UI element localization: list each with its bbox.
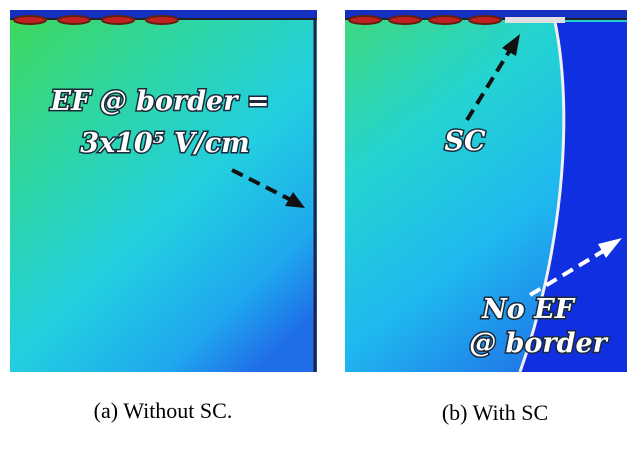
annotation: 3x10⁵ V/cm	[80, 128, 250, 159]
annotation: @ border	[469, 328, 609, 359]
arrow	[465, 48, 512, 122]
arrow-head	[285, 192, 305, 208]
panel-a: EF @ border = 3x10⁵ V/cm (a) Without SC.	[10, 10, 317, 423]
caption: (a) Without SC.	[94, 398, 233, 423]
sc-ring	[505, 17, 565, 23]
electrodes	[13, 15, 179, 25]
panel-b: SC No EF @ border (b) With SC	[345, 10, 627, 425]
depletion-edge	[518, 21, 566, 373]
top-layer	[10, 10, 317, 19]
arrow	[231, 168, 296, 204]
caption: (b) With SC	[442, 400, 548, 425]
annotation: SC	[445, 126, 486, 157]
arrow	[528, 248, 607, 297]
field-map	[10, 10, 317, 372]
annotation: No EF	[481, 294, 576, 325]
electrodes	[348, 15, 502, 25]
arrow-head	[598, 238, 622, 258]
annotation: EF @ border =	[50, 86, 270, 117]
top-layer	[345, 10, 627, 19]
arrow-head	[502, 34, 520, 56]
